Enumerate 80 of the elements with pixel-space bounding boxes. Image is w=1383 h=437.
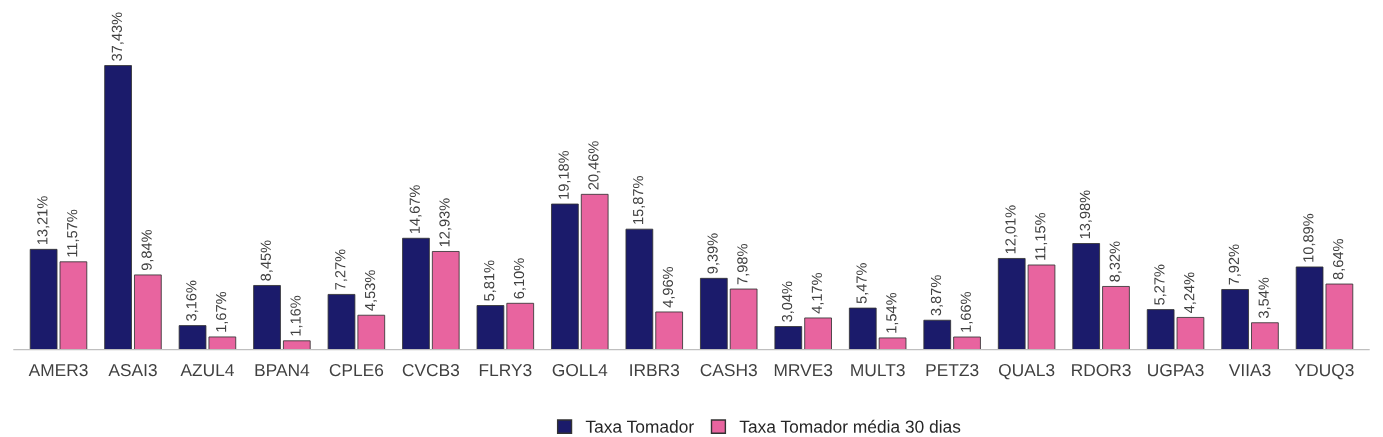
data-label: 3,16%	[186, 280, 199, 321]
data-label: 1,16%	[290, 295, 303, 336]
data-label: 12,01%	[1005, 205, 1018, 254]
data-label: 4,53%	[364, 270, 377, 311]
bar	[551, 203, 579, 350]
data-label: 15,87%	[632, 176, 646, 224]
bar	[134, 274, 162, 350]
data-label: 14,67%	[409, 185, 422, 233]
bar	[1072, 243, 1101, 350]
data-label: 19,18%	[558, 150, 571, 199]
data-label: 8,64%	[1332, 239, 1346, 280]
data-label: 8,45%	[260, 240, 273, 281]
x-tick-label: AZUL4	[180, 364, 234, 377]
bar	[1251, 322, 1279, 350]
data-label: 4,96%	[662, 266, 675, 308]
x-tick-label: BPAN4	[255, 364, 310, 377]
x-tick-label: UGPA3	[1148, 363, 1204, 377]
bar	[804, 317, 832, 350]
data-label: 5,27%	[1154, 264, 1167, 305]
bar	[431, 251, 460, 350]
data-label: 7,27%	[335, 249, 348, 290]
data-label: 9,39%	[707, 233, 720, 274]
x-tick-label: GOLL4	[552, 363, 608, 377]
data-label: 5,81%	[484, 260, 497, 301]
data-label: 37,43%	[111, 12, 124, 61]
data-label: 5,47%	[856, 263, 869, 304]
legend-label: Taxa Tomador	[585, 420, 694, 433]
x-tick-label: YDUQ3	[1294, 363, 1354, 380]
bar	[282, 340, 311, 350]
data-label: 11,15%	[1035, 212, 1048, 260]
bar	[953, 336, 981, 350]
data-label: 3,54%	[1258, 277, 1271, 319]
legend-label: Taxa Tomador média 30 dias	[739, 419, 961, 433]
data-label: 1,66%	[960, 292, 973, 332]
bar	[729, 288, 758, 350]
bar	[1102, 286, 1130, 350]
x-tick-label: FLRY3	[479, 363, 532, 377]
bar	[923, 319, 952, 350]
x-tick-label: RDOR3	[1072, 363, 1131, 377]
x-tick-label: AMER3	[28, 363, 88, 377]
data-label: 13,21%	[37, 196, 50, 245]
x-tick-label: CVCB3	[402, 363, 460, 377]
x-tick-label: CASH3	[700, 363, 757, 377]
data-label: 10,89%	[1303, 213, 1316, 262]
x-tick-label: PETZ3	[926, 363, 979, 377]
data-label: 20,46%	[588, 141, 601, 190]
bar	[625, 228, 654, 350]
x-tick-label: IRBR3	[630, 363, 680, 377]
data-label: 9,84%	[141, 229, 154, 271]
bar	[655, 311, 683, 350]
x-tick-label: QUAL3	[998, 363, 1055, 380]
data-label: 11,57%	[67, 209, 80, 257]
data-label: 4,24%	[1184, 272, 1197, 313]
data-label: 7,98%	[737, 244, 750, 285]
data-label: 13,98%	[1079, 190, 1092, 239]
data-label: 4,17%	[811, 272, 824, 314]
data-label: 3,87%	[930, 275, 943, 316]
data-label: 7,92%	[1228, 244, 1241, 285]
bar	[1221, 289, 1249, 350]
bar	[476, 305, 505, 350]
bar	[774, 326, 803, 350]
bar	[506, 302, 535, 350]
data-label: 6,10%	[513, 258, 526, 299]
data-label: 1,54%	[886, 292, 899, 333]
x-tick-label: CPLE6	[329, 363, 384, 377]
data-label: 1,67%	[215, 291, 228, 332]
x-tick-label: VIIA3	[1228, 363, 1271, 377]
data-label: 8,32%	[1109, 241, 1122, 282]
x-tick-label: MRVE3	[774, 363, 833, 377]
data-label: 12,93%	[439, 198, 452, 247]
x-tick-label: MULT3	[851, 363, 905, 377]
x-tick-label: ASAI3	[108, 363, 157, 377]
data-label: 3,04%	[781, 281, 794, 322]
bar	[104, 65, 132, 350]
bar	[253, 285, 281, 350]
bar	[402, 237, 430, 350]
bar	[700, 277, 728, 350]
bar	[848, 307, 877, 350]
bar	[878, 337, 907, 350]
bar	[580, 193, 609, 350]
